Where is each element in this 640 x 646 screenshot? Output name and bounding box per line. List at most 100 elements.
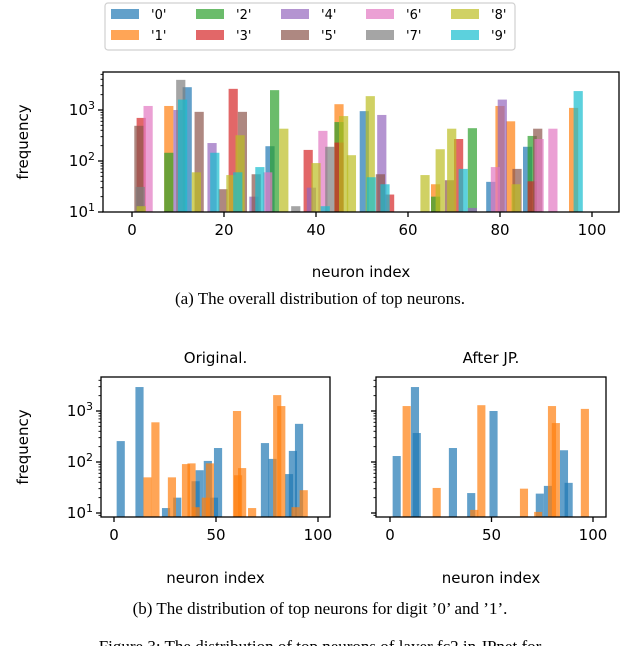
bar-digit-3 <box>228 88 238 212</box>
legend-swatch <box>281 30 309 40</box>
bar-digit-0 <box>467 493 476 517</box>
y-tick-label: 103 <box>67 400 93 420</box>
bar-digit-8 <box>365 96 375 212</box>
y-tick-base: 10 <box>67 504 86 522</box>
legend-swatch <box>366 9 394 19</box>
bar-digit-9 <box>210 152 220 212</box>
bar-digit-9 <box>178 99 188 212</box>
bar-digit-7 <box>135 186 145 212</box>
bar-digit-8 <box>346 155 357 212</box>
bar-digit-1 <box>402 406 411 517</box>
figure-caption: Figure 3: The distribution of top neuron… <box>99 637 542 646</box>
legend-label: '7' <box>406 29 421 44</box>
legend-swatch <box>451 9 479 19</box>
bar-digit-1 <box>248 508 257 517</box>
bar-digit-4 <box>467 207 477 212</box>
y-tick-exponent: 2 <box>88 150 95 163</box>
bar-digit-6 <box>143 105 153 212</box>
bar-digit-1 <box>519 488 529 517</box>
bar-digit-8 <box>339 116 349 212</box>
y-tick-label: 101 <box>69 201 95 221</box>
y-tick-base: 10 <box>69 203 88 221</box>
bar-digit-1 <box>580 408 589 517</box>
y-tick-label: 102 <box>69 150 95 170</box>
bar-digit-0 <box>260 443 270 517</box>
bar-digit-9 <box>458 168 468 212</box>
bar-digit-4 <box>497 99 507 212</box>
bar-digit-9 <box>366 177 376 212</box>
bar-digit-1 <box>181 464 191 517</box>
x-tick-label: 80 <box>490 221 509 239</box>
bar-digit-8 <box>279 128 289 212</box>
bar-digit-9 <box>573 91 583 212</box>
y-tick-label: 101 <box>67 502 93 522</box>
bar-digit-6 <box>318 130 328 212</box>
x-axis-label: neuron index <box>312 263 411 281</box>
x-tick-label: 50 <box>206 526 225 544</box>
bar-digit-1 <box>187 463 196 517</box>
legend-label: '4' <box>321 8 336 23</box>
bar-digit-0 <box>559 450 569 517</box>
bar-digit-2 <box>467 128 477 212</box>
bar-digit-1 <box>232 411 242 517</box>
caption-a: (a) The overall distribution of top neur… <box>175 289 465 308</box>
legend-swatch <box>111 9 139 19</box>
bar-digit-1 <box>505 121 516 212</box>
legend-label: '0' <box>151 8 166 23</box>
bar-digit-1 <box>551 423 560 517</box>
bars <box>116 387 308 517</box>
bar-digit-0 <box>213 448 223 517</box>
legend-swatch <box>451 30 479 40</box>
bar-digit-9 <box>233 172 243 212</box>
y-tick-exponent: 1 <box>88 201 95 214</box>
y-axis-label: frequency <box>14 409 32 484</box>
legend-swatch <box>111 30 139 40</box>
legend-label: '5' <box>321 29 336 44</box>
bar-digit-0 <box>294 423 304 517</box>
legend-swatch <box>281 9 309 19</box>
bar-digit-6 <box>490 167 500 212</box>
bar-digit-0 <box>448 448 457 517</box>
legend-swatch <box>196 9 224 19</box>
legend-swatch <box>366 30 394 40</box>
bar-digit-7 <box>325 146 335 212</box>
bar-digit-9 <box>255 167 265 212</box>
axes-frame <box>102 71 620 213</box>
bar-digit-0 <box>182 87 192 212</box>
legend-label: '3' <box>236 29 251 44</box>
caption-b: (b) The distribution of top neurons for … <box>133 599 508 618</box>
x-axis-label: neuron index <box>166 569 265 587</box>
x-tick-label: 20 <box>214 221 233 239</box>
bar-digit-7 <box>291 206 301 212</box>
bar-digit-0 <box>173 497 182 517</box>
x-axis-label: neuron index <box>442 569 541 587</box>
y-tick-exponent: 3 <box>88 99 95 112</box>
bar-digit-2 <box>527 135 537 212</box>
bar-digit-1 <box>191 507 200 517</box>
bar-digit-1 <box>167 477 177 517</box>
chart-title: Original. <box>184 349 247 367</box>
after-jp-chart: 0 50 100 neuron index After JP. <box>371 349 607 587</box>
bar-digit-0 <box>116 441 125 517</box>
bar-digit-8 <box>447 128 457 212</box>
bar-digit-9 <box>320 206 330 212</box>
bar-digit-6 <box>548 128 558 212</box>
bar-digit-8 <box>226 175 236 212</box>
x-tick-label: 0 <box>127 221 137 239</box>
bar-digit-0 <box>161 508 171 517</box>
x-tick-label: 50 <box>482 526 501 544</box>
bar-digit-9 <box>380 184 390 212</box>
bar-digit-0 <box>412 433 421 517</box>
bar-digit-1 <box>470 509 479 517</box>
bar-digit-2 <box>270 90 280 212</box>
y-tick-base: 10 <box>69 101 88 119</box>
bar-digit-1 <box>277 406 286 517</box>
y-tick-exponent: 2 <box>86 451 93 464</box>
bar-digit-0 <box>359 111 369 212</box>
legend: '0' '1' '2' '3' '4' '5' '6' '7' '8' '9' <box>104 2 516 51</box>
y-tick-base: 10 <box>67 402 86 420</box>
bar-digit-3 <box>303 149 313 212</box>
